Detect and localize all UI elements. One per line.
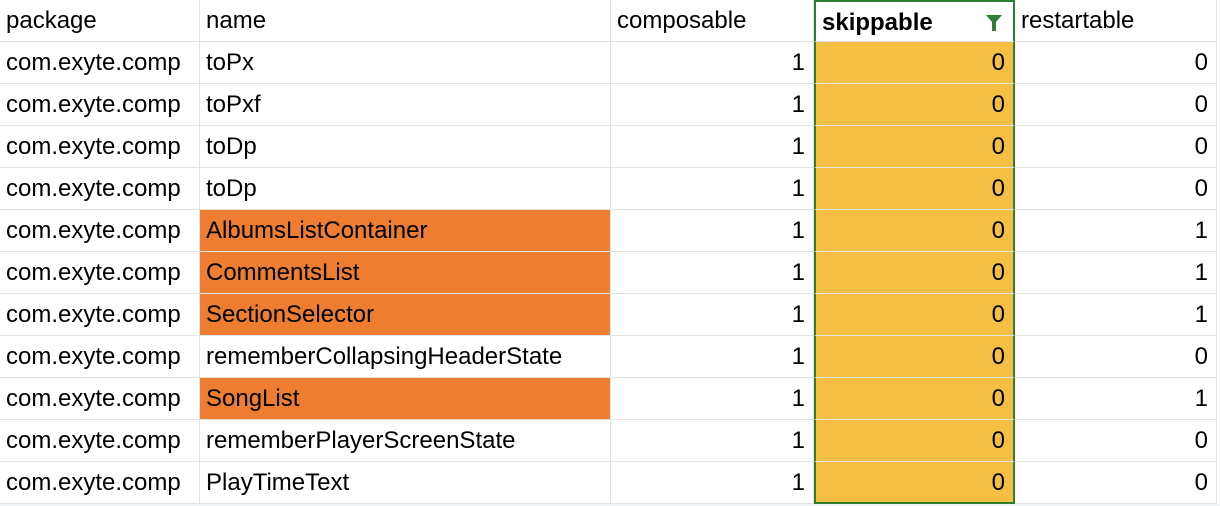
cell-composable[interactable]: 1: [611, 378, 814, 420]
cell-name[interactable]: CommentsList: [200, 252, 611, 294]
filter-funnel-icon[interactable]: [985, 14, 1003, 32]
table-row: com.exyte.comp toPx 1 0 0: [0, 42, 1220, 84]
cell-name[interactable]: rememberCollapsingHeaderState: [200, 336, 611, 378]
cell-skippable[interactable]: 0: [814, 84, 1015, 126]
cell-package[interactable]: com.exyte.comp: [0, 42, 200, 84]
cell-name[interactable]: SongList: [200, 378, 611, 420]
table-row: com.exyte.comp toDp 1 0 0: [0, 126, 1220, 168]
cell-composable[interactable]: 1: [611, 462, 814, 504]
table-row: com.exyte.comp toPxf 1 0 0: [0, 84, 1220, 126]
cell-name[interactable]: PlayTimeText: [200, 462, 611, 504]
cell-restartable[interactable]: 1: [1015, 210, 1217, 252]
cell-package[interactable]: com.exyte.comp: [0, 336, 200, 378]
cell-restartable[interactable]: 0: [1015, 84, 1217, 126]
table-row: com.exyte.comp AlbumsListContainer 1 0 1: [0, 210, 1220, 252]
table-row: com.exyte.comp toDp 1 0 0: [0, 168, 1220, 210]
header-label-skippable: skippable: [822, 9, 933, 36]
cell-restartable[interactable]: 0: [1015, 42, 1217, 84]
cell-composable[interactable]: 1: [611, 210, 814, 252]
table-row: com.exyte.comp SongList 1 0 1: [0, 378, 1220, 420]
cell-name[interactable]: toDp: [200, 126, 611, 168]
cell-composable[interactable]: 1: [611, 294, 814, 336]
cell-package[interactable]: com.exyte.comp: [0, 84, 200, 126]
table-row: com.exyte.comp PlayTimeText 1 0 0: [0, 462, 1220, 504]
cell-name[interactable]: rememberPlayerScreenState: [200, 420, 611, 462]
cell-composable[interactable]: 1: [611, 168, 814, 210]
cell-package[interactable]: com.exyte.comp: [0, 168, 200, 210]
cell-skippable[interactable]: 0: [814, 42, 1015, 84]
cell-composable[interactable]: 1: [611, 420, 814, 462]
cell-restartable[interactable]: 0: [1015, 126, 1217, 168]
cell-restartable[interactable]: 1: [1015, 252, 1217, 294]
cell-restartable[interactable]: 0: [1015, 336, 1217, 378]
header-cell-package[interactable]: package: [0, 0, 200, 42]
cell-composable[interactable]: 1: [611, 252, 814, 294]
header-row: package name composable skippable restar…: [0, 0, 1220, 42]
cell-skippable[interactable]: 0: [814, 210, 1015, 252]
cell-name[interactable]: toDp: [200, 168, 611, 210]
cell-skippable[interactable]: 0: [814, 336, 1015, 378]
cell-name[interactable]: AlbumsListContainer: [200, 210, 611, 252]
cell-composable[interactable]: 1: [611, 336, 814, 378]
cell-composable[interactable]: 1: [611, 84, 814, 126]
cell-package[interactable]: com.exyte.comp: [0, 210, 200, 252]
cell-restartable[interactable]: 0: [1015, 168, 1217, 210]
cell-package[interactable]: com.exyte.comp: [0, 462, 200, 504]
cell-skippable[interactable]: 0: [814, 168, 1015, 210]
header-cell-skippable[interactable]: skippable: [814, 0, 1015, 42]
cell-composable[interactable]: 1: [611, 126, 814, 168]
cell-package[interactable]: com.exyte.comp: [0, 420, 200, 462]
table-row: com.exyte.comp rememberCollapsingHeaderSt…: [0, 336, 1220, 378]
cell-package[interactable]: com.exyte.comp: [0, 252, 200, 294]
cell-skippable[interactable]: 0: [814, 126, 1015, 168]
cell-restartable[interactable]: 1: [1015, 294, 1217, 336]
cell-package[interactable]: com.exyte.comp: [0, 294, 200, 336]
cell-restartable[interactable]: 1: [1015, 378, 1217, 420]
sheet-bottom-edge: [0, 504, 1220, 506]
cell-skippable[interactable]: 0: [814, 294, 1015, 336]
header-cell-name[interactable]: name: [200, 0, 611, 42]
cell-skippable[interactable]: 0: [814, 420, 1015, 462]
cell-skippable[interactable]: 0: [814, 252, 1015, 294]
cell-package[interactable]: com.exyte.comp: [0, 378, 200, 420]
table-row: com.exyte.comp SectionSelector 1 0 1: [0, 294, 1220, 336]
cell-skippable[interactable]: 0: [814, 378, 1015, 420]
cell-name[interactable]: toPxf: [200, 84, 611, 126]
cell-restartable[interactable]: 0: [1015, 420, 1217, 462]
table-row: com.exyte.comp CommentsList 1 0 1: [0, 252, 1220, 294]
header-cell-composable[interactable]: composable: [611, 0, 814, 42]
cell-skippable[interactable]: 0: [814, 462, 1015, 504]
cell-package[interactable]: com.exyte.comp: [0, 126, 200, 168]
header-cell-restartable[interactable]: restartable: [1015, 0, 1217, 42]
table-row: com.exyte.comp rememberPlayerScreenState 1…: [0, 420, 1220, 462]
cell-name[interactable]: SectionSelector: [200, 294, 611, 336]
cell-name[interactable]: toPx: [200, 42, 611, 84]
cell-composable[interactable]: 1: [611, 42, 814, 84]
cell-restartable[interactable]: 0: [1015, 462, 1217, 504]
